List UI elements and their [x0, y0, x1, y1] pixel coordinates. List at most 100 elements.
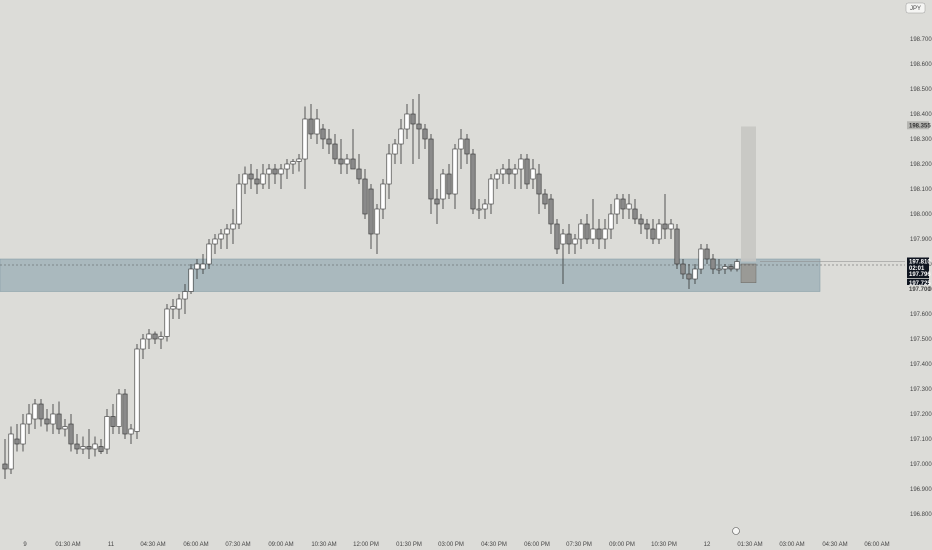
candle-body[interactable]	[362, 178, 368, 215]
candle-body[interactable]	[710, 258, 716, 270]
candle-body[interactable]	[602, 228, 608, 240]
candle-body[interactable]	[494, 173, 500, 180]
candle-body[interactable]	[680, 263, 686, 275]
candle-body[interactable]	[548, 198, 554, 225]
candle-body[interactable]	[482, 203, 488, 210]
candle-body[interactable]	[326, 138, 332, 145]
candle-body[interactable]	[518, 158, 524, 170]
candle-body[interactable]	[704, 248, 710, 260]
candle-body[interactable]	[488, 178, 494, 205]
candle-body[interactable]	[242, 173, 248, 185]
candle-body[interactable]	[506, 168, 512, 175]
candle-body[interactable]	[236, 183, 242, 225]
candle-body[interactable]	[272, 168, 278, 175]
candle-body[interactable]	[98, 446, 104, 452]
candle-body[interactable]	[512, 168, 518, 175]
candle-body[interactable]	[284, 163, 290, 170]
candle-body[interactable]	[308, 118, 314, 135]
candle-body[interactable]	[440, 173, 446, 200]
candle-body[interactable]	[716, 268, 722, 271]
candle-body[interactable]	[620, 198, 626, 210]
candle-body[interactable]	[200, 263, 206, 270]
candle-body[interactable]	[8, 433, 14, 470]
candle-body[interactable]	[368, 188, 374, 235]
candle-body[interactable]	[584, 223, 590, 240]
candle-body[interactable]	[452, 148, 458, 195]
candle-body[interactable]	[218, 233, 224, 240]
candle-body[interactable]	[560, 233, 566, 245]
candle-body[interactable]	[320, 128, 326, 140]
currency-badge[interactable]	[905, 2, 926, 14]
candle-body[interactable]	[80, 446, 86, 450]
candle-body[interactable]	[68, 423, 74, 445]
projection-target-box[interactable]	[740, 263, 757, 283]
candle-body[interactable]	[686, 273, 692, 280]
candle-body[interactable]	[566, 233, 572, 245]
candle-body[interactable]	[176, 298, 182, 310]
candle-body[interactable]	[206, 243, 212, 265]
candle-body[interactable]	[170, 306, 176, 310]
candle-body[interactable]	[416, 123, 422, 130]
candle-body[interactable]	[578, 223, 584, 240]
candle-body[interactable]	[500, 168, 506, 175]
candle-body[interactable]	[638, 218, 644, 225]
candle-body[interactable]	[476, 208, 482, 211]
candle-body[interactable]	[542, 193, 548, 205]
candle-body[interactable]	[380, 183, 386, 210]
candle-body[interactable]	[302, 118, 308, 160]
candle-body[interactable]	[722, 266, 728, 270]
candle-body[interactable]	[590, 228, 596, 240]
candle-body[interactable]	[224, 228, 230, 235]
candle-body[interactable]	[410, 113, 416, 125]
candle-body[interactable]	[146, 333, 152, 340]
candle-body[interactable]	[266, 168, 272, 175]
candle-body[interactable]	[656, 223, 662, 240]
candle-body[interactable]	[386, 153, 392, 185]
candle-body[interactable]	[92, 443, 98, 450]
candle-body[interactable]	[62, 426, 68, 430]
candle-body[interactable]	[632, 208, 638, 220]
candle-body[interactable]	[668, 223, 674, 230]
candle-body[interactable]	[260, 173, 266, 185]
candle-body[interactable]	[470, 153, 476, 210]
candle-body[interactable]	[572, 238, 578, 245]
candle-body[interactable]	[56, 413, 62, 430]
candle-body[interactable]	[164, 308, 170, 337]
candle-body[interactable]	[128, 428, 134, 435]
candle-body[interactable]	[530, 168, 536, 180]
projection-box[interactable]	[741, 126, 756, 262]
candle-body[interactable]	[626, 203, 632, 210]
candle-body[interactable]	[74, 443, 80, 450]
candle-body[interactable]	[392, 143, 398, 155]
candle-body[interactable]	[422, 128, 428, 140]
candle-body[interactable]	[356, 168, 362, 180]
candle-body[interactable]	[50, 413, 56, 425]
candle-body[interactable]	[734, 261, 740, 270]
candle-body[interactable]	[428, 138, 434, 200]
candle-body[interactable]	[434, 198, 440, 205]
candle-body[interactable]	[290, 161, 296, 165]
candle-body[interactable]	[398, 128, 404, 145]
candle-body[interactable]	[182, 291, 188, 300]
candle-body[interactable]	[404, 113, 410, 130]
candle-body[interactable]	[692, 268, 698, 280]
candle-body[interactable]	[446, 173, 452, 195]
candle-body[interactable]	[32, 403, 38, 420]
candle-body[interactable]	[374, 208, 380, 235]
candle-body[interactable]	[254, 178, 260, 185]
candle-body[interactable]	[122, 393, 128, 435]
candle-body[interactable]	[140, 338, 146, 350]
candle-body[interactable]	[2, 463, 8, 470]
candle-body[interactable]	[134, 348, 140, 432]
candle-body[interactable]	[44, 418, 50, 425]
candle-body[interactable]	[458, 138, 464, 150]
candle-body[interactable]	[644, 223, 650, 230]
candle-body[interactable]	[20, 423, 26, 445]
candle-body[interactable]	[38, 403, 44, 420]
candle-body[interactable]	[14, 438, 20, 445]
candle-body[interactable]	[110, 416, 116, 427]
candle-body[interactable]	[674, 228, 680, 265]
candle-body[interactable]	[698, 248, 704, 270]
